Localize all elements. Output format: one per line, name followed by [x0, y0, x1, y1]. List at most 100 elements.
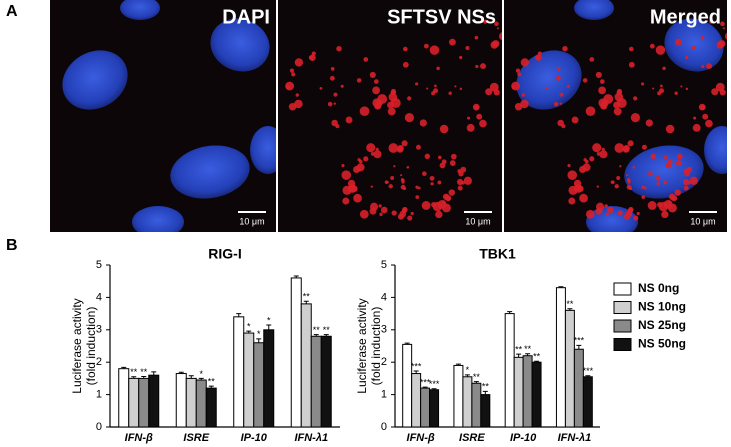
ns-speckle: [333, 92, 338, 97]
y-tick-label: 2: [96, 356, 102, 368]
bar: [263, 329, 275, 428]
ns-speckle: [400, 184, 406, 190]
ns-speckle: [605, 212, 609, 217]
error-bar: [567, 308, 573, 311]
significance: **: [533, 352, 541, 362]
error-bar: [516, 353, 522, 358]
ns-speckle: [626, 184, 632, 190]
ns-speckle: [441, 159, 447, 165]
significance: **: [524, 344, 532, 354]
ns-speckle: [700, 35, 705, 40]
ns-speckle: [496, 27, 500, 30]
ns-speckle: [340, 84, 344, 88]
ns-speckle: [657, 202, 663, 208]
ns-speckle: [441, 200, 446, 205]
significance: *: [247, 321, 251, 331]
error-bar: [188, 375, 194, 379]
ns-speckle: [335, 124, 340, 129]
bar: [531, 361, 542, 428]
ns-speckle: [436, 66, 440, 71]
ns-speckle: [421, 201, 431, 210]
x-tick-label: ISRE: [183, 432, 209, 444]
ns-speckle: [630, 113, 640, 123]
legend-swatch: [613, 319, 632, 333]
significance: **: [482, 382, 490, 392]
bar: [504, 313, 515, 428]
bar: [243, 332, 255, 428]
bar: [471, 382, 482, 428]
significance: **: [323, 325, 331, 335]
y-tick-label: 1: [381, 389, 387, 401]
bar: [128, 377, 140, 428]
ns-speckle: [515, 68, 521, 73]
ns-speckle: [623, 213, 630, 220]
ns-speckle: [391, 210, 397, 216]
bar: [402, 343, 413, 428]
nucleus: [664, 18, 724, 72]
ns-speckle: [406, 165, 410, 169]
scale-label: 10 μm: [465, 216, 490, 226]
ns-speckle: [366, 143, 376, 153]
ns-speckle: [674, 91, 678, 95]
ns-speckle: [319, 86, 323, 90]
significance: **: [515, 344, 523, 354]
ns-speckle: [454, 85, 457, 88]
ns-speckle: [561, 124, 566, 129]
ns-speckle: [661, 210, 669, 219]
ns-speckle: [435, 210, 443, 219]
ns-speckle: [480, 63, 487, 70]
ns-speckle: [685, 87, 689, 91]
ns-speckle: [431, 202, 437, 208]
significance: **: [303, 292, 311, 302]
y-tick-label: 4: [381, 291, 387, 303]
ns-speckle: [537, 51, 542, 56]
ns-speckle: [656, 182, 660, 186]
ns-speckle: [647, 201, 657, 210]
ns-speckle: [674, 189, 682, 196]
ns-speckle: [450, 153, 457, 160]
ns-speckle: [448, 91, 452, 95]
bar: [118, 368, 130, 428]
ns-speckle: [375, 147, 379, 151]
ns-speckle: [720, 21, 725, 27]
ns-speckle: [636, 211, 640, 216]
ns-speckle: [401, 207, 408, 214]
y-axis-label: (fold induction): [369, 307, 383, 386]
ns-speckle: [401, 180, 405, 184]
ns-speckle: [397, 145, 404, 152]
image-label: SFTSV NSs: [387, 6, 496, 28]
error-bar: [482, 390, 488, 395]
ns-speckle: [415, 82, 419, 86]
ns-speckle: [562, 45, 568, 52]
ns-speckle: [422, 171, 427, 176]
ns-speckle: [289, 68, 295, 73]
ns-speckle: [390, 176, 395, 180]
ns-speckle: [407, 96, 412, 101]
ns-speckle: [333, 102, 336, 105]
ns-speckle: [403, 46, 408, 52]
nucleus: [704, 126, 727, 174]
ns-speckle: [722, 27, 726, 30]
ns-speckle: [579, 193, 588, 203]
ns-speckle: [724, 32, 727, 40]
ns-speckle: [357, 158, 361, 162]
ns-speckle: [667, 159, 673, 165]
legend-label: NS 0ng: [638, 281, 679, 295]
ns-speckle: [683, 185, 689, 191]
ns-speckle: [665, 124, 675, 134]
ns-speckle: [545, 86, 549, 90]
error-bar: [198, 377, 204, 381]
significance: **: [313, 325, 321, 335]
error-bar: [558, 286, 564, 288]
ns-speckle: [598, 86, 606, 95]
ns-speckle: [308, 55, 314, 60]
x-tick-label: IP-10: [241, 432, 268, 444]
ns-speckle: [616, 176, 621, 180]
significance: *: [267, 315, 271, 325]
ns-speckle: [556, 67, 561, 71]
ns-speckle: [648, 171, 653, 176]
ns-speckle: [295, 93, 299, 97]
y-axis-label: (fold induction): [84, 307, 98, 386]
ns-speckle: [372, 98, 382, 108]
